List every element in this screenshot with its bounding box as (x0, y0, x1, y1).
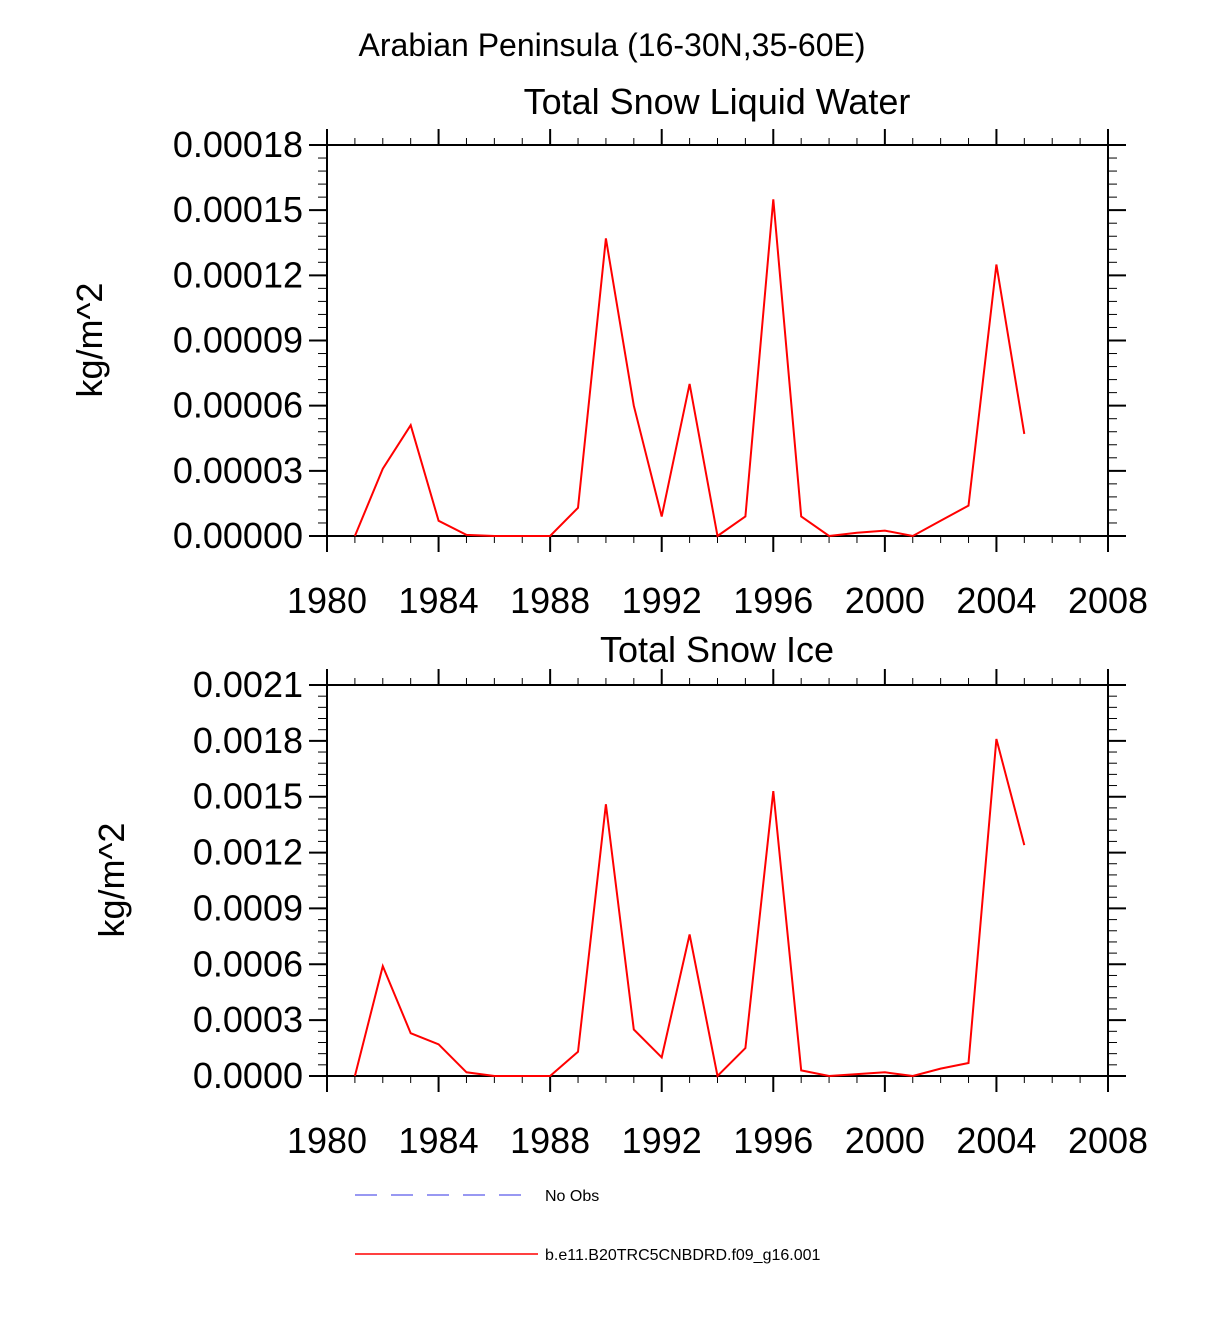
y-tick-label: 0.0009 (193, 887, 303, 928)
x-tick-label: 1992 (622, 580, 702, 621)
y-tick-label: 0.00015 (173, 189, 303, 230)
y-tick-label: 0.00000 (173, 515, 303, 556)
tick-labels: 1980 1984 1988 1992 1996 2000 2004 2008 0.0000 0.… (193, 664, 1148, 1161)
axis-ticks (309, 669, 1126, 1092)
y-tick-label: 0.0015 (193, 776, 303, 817)
y-tick-label: 0.00006 (173, 385, 303, 426)
series-layer (353, 738, 1026, 1079)
legend: No Obs b.e11.B20TRC5CNBDRD.f09_g16.001 (355, 1188, 821, 1264)
x-tick-label: 2004 (956, 580, 1036, 621)
plot-frame (326, 684, 1109, 1077)
x-tick-label: 2004 (956, 1120, 1036, 1161)
x-tick-label: 1988 (510, 1120, 590, 1161)
x-tick-label: 1992 (622, 1120, 702, 1161)
plot-frame (326, 144, 1109, 537)
series-line (353, 199, 1026, 538)
x-tick-label: 1996 (733, 1120, 813, 1161)
x-tick-label: 1980 (287, 1120, 367, 1161)
y-tick-label: 0.00009 (173, 320, 303, 361)
x-tick-label: 2000 (845, 1120, 925, 1161)
y-tick-label: 0.0003 (193, 999, 303, 1040)
y-tick-label: 0.0018 (193, 720, 303, 761)
y-tick-label: 0.0006 (193, 943, 303, 984)
legend-item-no-obs: No Obs (355, 1188, 599, 1205)
series-line (353, 738, 1026, 1079)
y-tick-label: 0.0021 (193, 664, 303, 705)
y-axis-label: kg/m^2 (69, 283, 110, 398)
x-tick-label: 1980 (287, 580, 367, 621)
legend-label: b.e11.B20TRC5CNBDRD.f09_g16.001 (545, 1247, 821, 1264)
panel-snow-ice: Total Snow Ice kg/m^2 1980 1984 1988 1992 19… (91, 629, 1148, 1161)
y-tick-label: 0.00018 (173, 124, 303, 165)
x-tick-label: 1984 (399, 1120, 479, 1161)
x-tick-label: 2008 (1068, 580, 1148, 621)
panel-title: Total Snow Liquid Water (524, 81, 911, 122)
x-tick-label: 1996 (733, 580, 813, 621)
panel-snow-liquid-water: Total Snow Liquid Water kg/m^2 1980 1984 1… (69, 81, 1148, 621)
y-tick-label: 0.00012 (173, 254, 303, 295)
y-tick-label: 0.00003 (173, 450, 303, 491)
legend-label: No Obs (545, 1188, 599, 1205)
x-tick-label: 1984 (399, 580, 479, 621)
y-tick-label: 0.0000 (193, 1055, 303, 1096)
panel-title: Total Snow Ice (600, 629, 834, 670)
series-layer (353, 199, 1026, 538)
tick-labels: 1980 1984 1988 1992 1996 2000 2004 2008 0.00000 0… (173, 124, 1148, 621)
y-axis-label: kg/m^2 (91, 823, 132, 938)
x-tick-label: 2000 (845, 580, 925, 621)
legend-item-model-run: b.e11.B20TRC5CNBDRD.f09_g16.001 (355, 1247, 821, 1264)
x-tick-label: 2008 (1068, 1120, 1148, 1161)
figure-title: Arabian Peninsula (16-30N,35-60E) (359, 27, 866, 63)
y-tick-label: 0.0012 (193, 832, 303, 873)
x-tick-label: 1988 (510, 580, 590, 621)
axis-ticks (309, 129, 1126, 552)
